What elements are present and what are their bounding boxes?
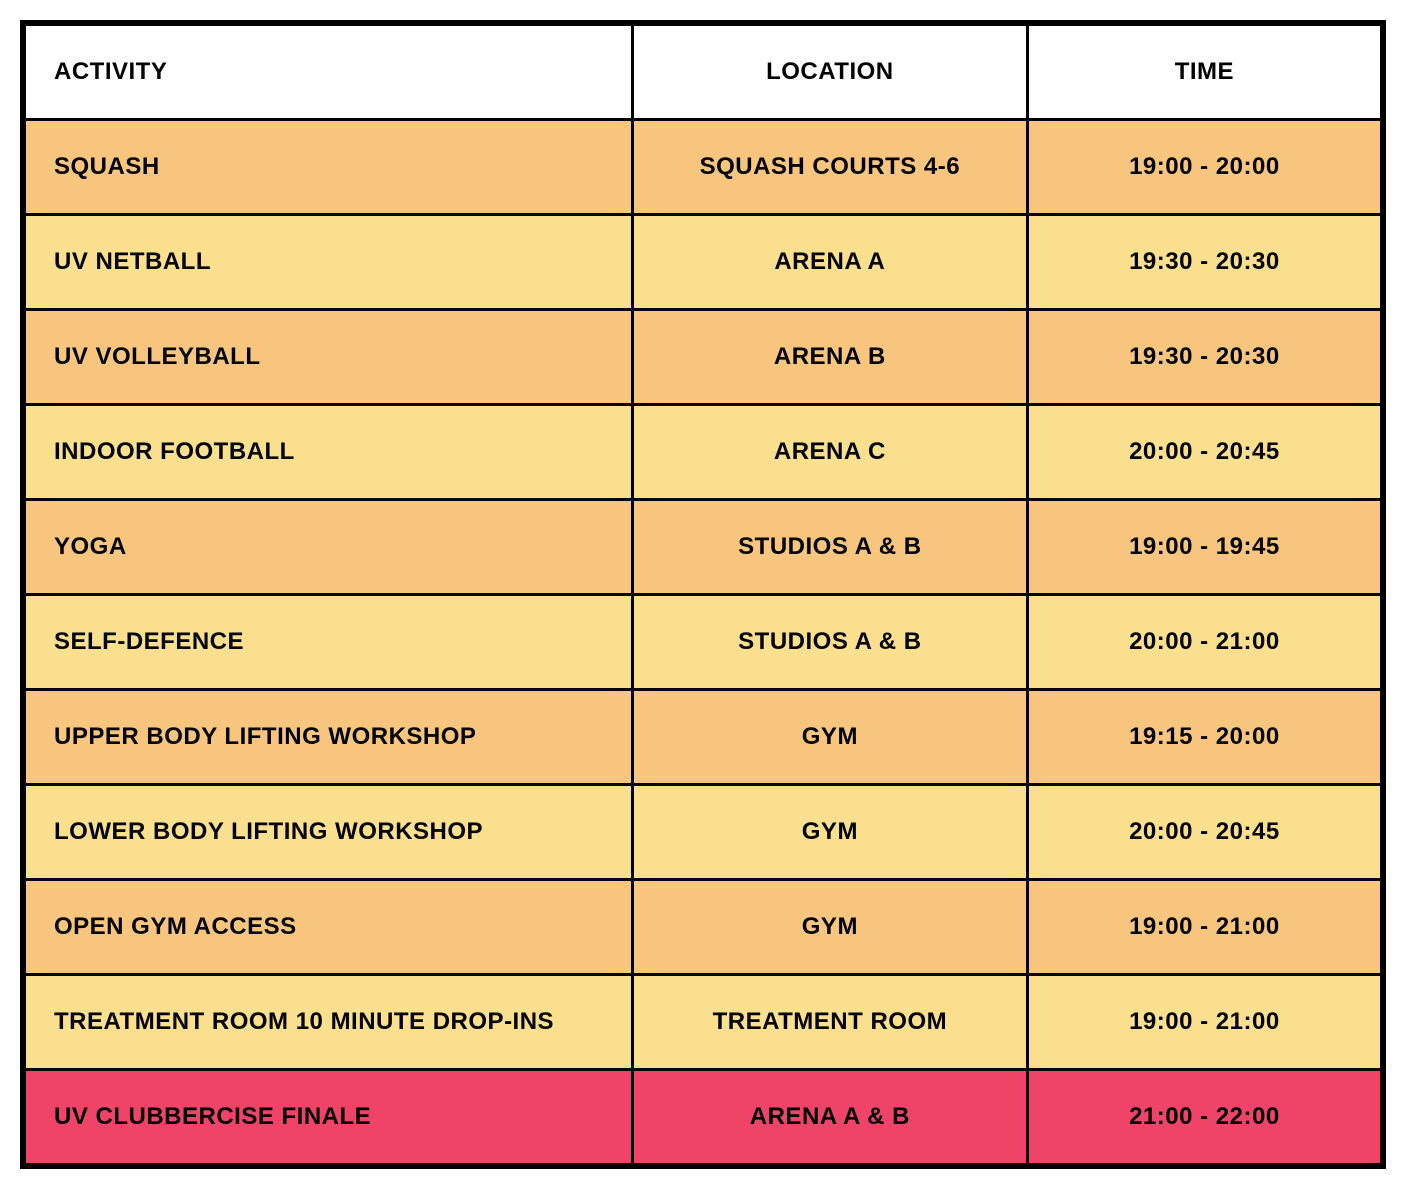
cell-location: ARENA B — [632, 310, 1027, 405]
cell-location: ARENA A — [632, 215, 1027, 310]
table-row: SQUASHSQUASH COURTS 4-619:00 - 20:00 — [25, 120, 1382, 215]
cell-activity: TREATMENT ROOM 10 MINUTE DROP-INS — [25, 975, 633, 1070]
table-row: OPEN GYM ACCESSGYM19:00 - 21:00 — [25, 880, 1382, 975]
table-row: UV NETBALLARENA A19:30 - 20:30 — [25, 215, 1382, 310]
table-row: UPPER BODY LIFTING WORKSHOPGYM19:15 - 20… — [25, 690, 1382, 785]
header-activity: ACTIVITY — [25, 25, 633, 120]
table-header-row: ACTIVITY LOCATION TIME — [25, 25, 1382, 120]
cell-time: 19:00 - 19:45 — [1027, 500, 1381, 595]
cell-location: ARENA C — [632, 405, 1027, 500]
table-row: INDOOR FOOTBALLARENA C20:00 - 20:45 — [25, 405, 1382, 500]
table-row: LOWER BODY LIFTING WORKSHOPGYM20:00 - 20… — [25, 785, 1382, 880]
cell-time: 19:30 - 20:30 — [1027, 215, 1381, 310]
cell-activity: LOWER BODY LIFTING WORKSHOP — [25, 785, 633, 880]
cell-time: 19:00 - 20:00 — [1027, 120, 1381, 215]
cell-activity: INDOOR FOOTBALL — [25, 405, 633, 500]
cell-location: GYM — [632, 785, 1027, 880]
cell-activity: OPEN GYM ACCESS — [25, 880, 633, 975]
cell-location: STUDIOS A & B — [632, 595, 1027, 690]
cell-time: 19:00 - 21:00 — [1027, 975, 1381, 1070]
table-row: UV CLUBBERCISE FINALEARENA A & B21:00 - … — [25, 1070, 1382, 1165]
header-time: TIME — [1027, 25, 1381, 120]
cell-location: GYM — [632, 690, 1027, 785]
cell-activity: UV NETBALL — [25, 215, 633, 310]
cell-time: 21:00 - 22:00 — [1027, 1070, 1381, 1165]
cell-location: TREATMENT ROOM — [632, 975, 1027, 1070]
cell-location: ARENA A & B — [632, 1070, 1027, 1165]
cell-activity: SELF-DEFENCE — [25, 595, 633, 690]
cell-location: SQUASH COURTS 4-6 — [632, 120, 1027, 215]
cell-activity: SQUASH — [25, 120, 633, 215]
schedule-table: ACTIVITY LOCATION TIME SQUASHSQUASH COUR… — [23, 23, 1383, 1166]
cell-activity: UV CLUBBERCISE FINALE — [25, 1070, 633, 1165]
table-body: SQUASHSQUASH COURTS 4-619:00 - 20:00UV N… — [25, 120, 1382, 1165]
table-row: YOGASTUDIOS A & B19:00 - 19:45 — [25, 500, 1382, 595]
cell-activity: UPPER BODY LIFTING WORKSHOP — [25, 690, 633, 785]
cell-activity: YOGA — [25, 500, 633, 595]
table-row: UV VOLLEYBALLARENA B19:30 - 20:30 — [25, 310, 1382, 405]
table-row: TREATMENT ROOM 10 MINUTE DROP-INSTREATME… — [25, 975, 1382, 1070]
cell-time: 20:00 - 21:00 — [1027, 595, 1381, 690]
cell-activity: UV VOLLEYBALL — [25, 310, 633, 405]
cell-time: 20:00 - 20:45 — [1027, 785, 1381, 880]
cell-time: 19:15 - 20:00 — [1027, 690, 1381, 785]
table-row: SELF-DEFENCESTUDIOS A & B20:00 - 21:00 — [25, 595, 1382, 690]
header-location: LOCATION — [632, 25, 1027, 120]
schedule-table-container: ACTIVITY LOCATION TIME SQUASHSQUASH COUR… — [20, 20, 1386, 1169]
cell-time: 19:30 - 20:30 — [1027, 310, 1381, 405]
cell-location: STUDIOS A & B — [632, 500, 1027, 595]
cell-time: 19:00 - 21:00 — [1027, 880, 1381, 975]
cell-time: 20:00 - 20:45 — [1027, 405, 1381, 500]
cell-location: GYM — [632, 880, 1027, 975]
